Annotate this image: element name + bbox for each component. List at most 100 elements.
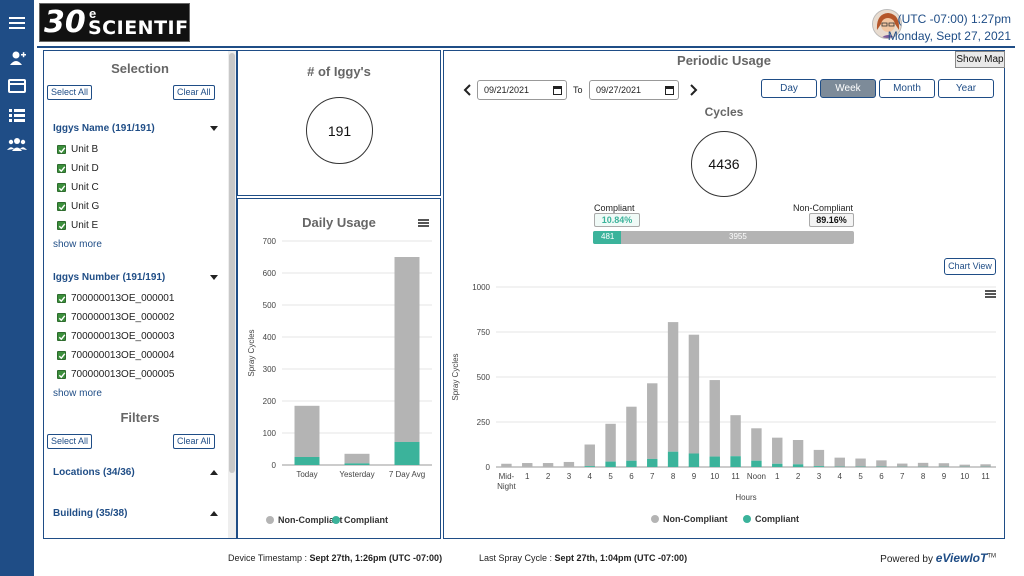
checkbox[interactable] [57, 370, 66, 379]
to-date-input[interactable]: 09/27/2021 [589, 80, 679, 100]
bar-noncompliant [772, 437, 783, 464]
x-axis-title: Hours [735, 493, 756, 502]
chevron-down-icon[interactable] [210, 275, 218, 280]
checkbox[interactable] [57, 332, 66, 341]
locations-filter[interactable]: Locations (34/36) [53, 467, 135, 478]
filters-select-all-button[interactable]: Select All [47, 434, 93, 449]
period-year-button[interactable]: Year [938, 79, 994, 98]
avatar[interactable] [872, 9, 902, 39]
checkbox[interactable] [57, 294, 66, 303]
daily-chart-menu-icon[interactable] [418, 219, 429, 228]
to-label: To [573, 85, 583, 95]
scrollbar-thumb[interactable] [229, 53, 235, 473]
checkbox[interactable] [57, 164, 66, 173]
next-period-icon[interactable] [688, 83, 698, 97]
legend-noncompliant-swatch [266, 516, 274, 524]
bar-noncompliant [959, 464, 970, 467]
bar-noncompliant [563, 461, 575, 467]
iggys-name-group-label[interactable]: Iggys Name (191/191) [53, 123, 155, 134]
noncompliant-label: Non-Compliant [792, 203, 853, 213]
calendar-icon[interactable] [665, 85, 674, 95]
period-week-button[interactable]: Week [820, 79, 876, 98]
periodic-chart-menu-icon[interactable] [985, 290, 996, 299]
from-date-input[interactable]: 09/21/2021 [477, 80, 567, 100]
chart-view-button[interactable]: Chart View [944, 258, 996, 275]
bar-compliant [605, 461, 616, 467]
y-tick-label: 500 [263, 301, 277, 310]
checkbox-label: 700000013OE_000004 [71, 350, 175, 361]
iggy-count-value: 191 [306, 97, 373, 164]
bar-compliant [772, 463, 783, 467]
y-tick-label: 300 [263, 365, 277, 374]
noncompliant-count: 3955 [729, 232, 747, 241]
period-day-button[interactable]: Day [761, 79, 817, 98]
chevron-down-icon[interactable] [210, 126, 218, 131]
calendar-icon[interactable] [553, 85, 562, 95]
checkbox[interactable] [57, 313, 66, 322]
x-tick-label: 7 Day Avg [389, 470, 425, 479]
bar-noncompliant [938, 463, 950, 467]
clear-all-button[interactable]: Clear All [173, 85, 215, 100]
last-spray-label: Last Spray Cycle : [479, 553, 555, 563]
y-tick-label: 100 [263, 429, 277, 438]
x-tick-label: 7 [650, 472, 655, 481]
x-tick-label: 9 [692, 472, 697, 481]
y-axis-title: Spray Cycles [247, 329, 256, 376]
show-map-button[interactable]: Show Map [955, 51, 1005, 68]
bar-noncompliant [542, 463, 554, 467]
compliant-count: 481 [601, 232, 615, 241]
logo-number: 30 [44, 5, 86, 40]
x-tick-label: 3 [817, 472, 822, 481]
legend-noncompliant-label: Non-Compliant [663, 514, 728, 524]
daily-usage-panel: Daily Usage 0 100 200 300 400 500 600 700 Today Y… [237, 198, 441, 539]
chevron-up-icon[interactable] [210, 470, 218, 475]
x-tick-label: 1 [775, 472, 780, 481]
show-more-numbers-link[interactable]: show more [53, 388, 102, 399]
x-tick-label: Mid- [499, 472, 515, 481]
list-icon[interactable] [7, 107, 27, 123]
menu-icon[interactable] [7, 15, 27, 31]
add-user-icon[interactable] [7, 50, 27, 66]
checkbox[interactable] [57, 221, 66, 230]
period-month-button[interactable]: Month [879, 79, 935, 98]
powered-by-brand: eViewIoT [935, 551, 988, 565]
iggy-count-title: # of Iggy's [307, 64, 371, 79]
bar-noncompliant [626, 406, 637, 461]
side-nav [0, 0, 34, 576]
y-axis-title: Spray Cycles [451, 353, 460, 400]
checkbox-label: Unit E [71, 220, 99, 231]
checkbox[interactable] [57, 351, 66, 360]
y-tick-label: 0 [486, 463, 491, 472]
bar-noncompliant [980, 464, 991, 467]
bar-noncompliant [394, 257, 420, 442]
building-filter[interactable]: Building (35/38) [53, 508, 128, 519]
x-tick-label: 1 [525, 472, 530, 481]
x-tick-label: 11 [731, 472, 740, 481]
y-tick-label: 0 [272, 461, 277, 470]
card-icon[interactable] [7, 78, 27, 94]
users-icon[interactable] [7, 136, 27, 152]
filters-clear-all-button[interactable]: Clear All [173, 434, 215, 449]
bar-noncompliant [730, 415, 741, 457]
logo-text: SCIENTIFIC [88, 17, 211, 39]
bar-noncompliant [522, 463, 533, 467]
checkbox-label: Unit C [71, 182, 99, 193]
chevron-up-icon[interactable] [210, 511, 218, 516]
checkbox[interactable] [57, 202, 66, 211]
selection-scrollbar[interactable] [228, 51, 236, 538]
device-timestamp-label: Device Timestamp : [228, 553, 310, 563]
iggys-number-group-label[interactable]: Iggys Number (191/191) [53, 272, 166, 283]
legend-noncompliant-label: Non-Compliant [278, 515, 343, 525]
show-more-names-link[interactable]: show more [53, 239, 102, 250]
x-tick-label: Noon [747, 472, 766, 481]
powered-by-tm: TM [987, 553, 996, 560]
legend-compliant-swatch [743, 515, 751, 523]
select-all-button[interactable]: Select All [47, 85, 93, 100]
checkbox-label: Unit D [71, 163, 99, 174]
prev-period-icon[interactable] [463, 83, 473, 97]
checkbox[interactable] [57, 183, 66, 192]
checkbox[interactable] [57, 145, 66, 154]
bar-compliant [584, 466, 595, 467]
cycles-title: Cycles [704, 105, 744, 119]
y-tick-label: 250 [477, 418, 491, 427]
